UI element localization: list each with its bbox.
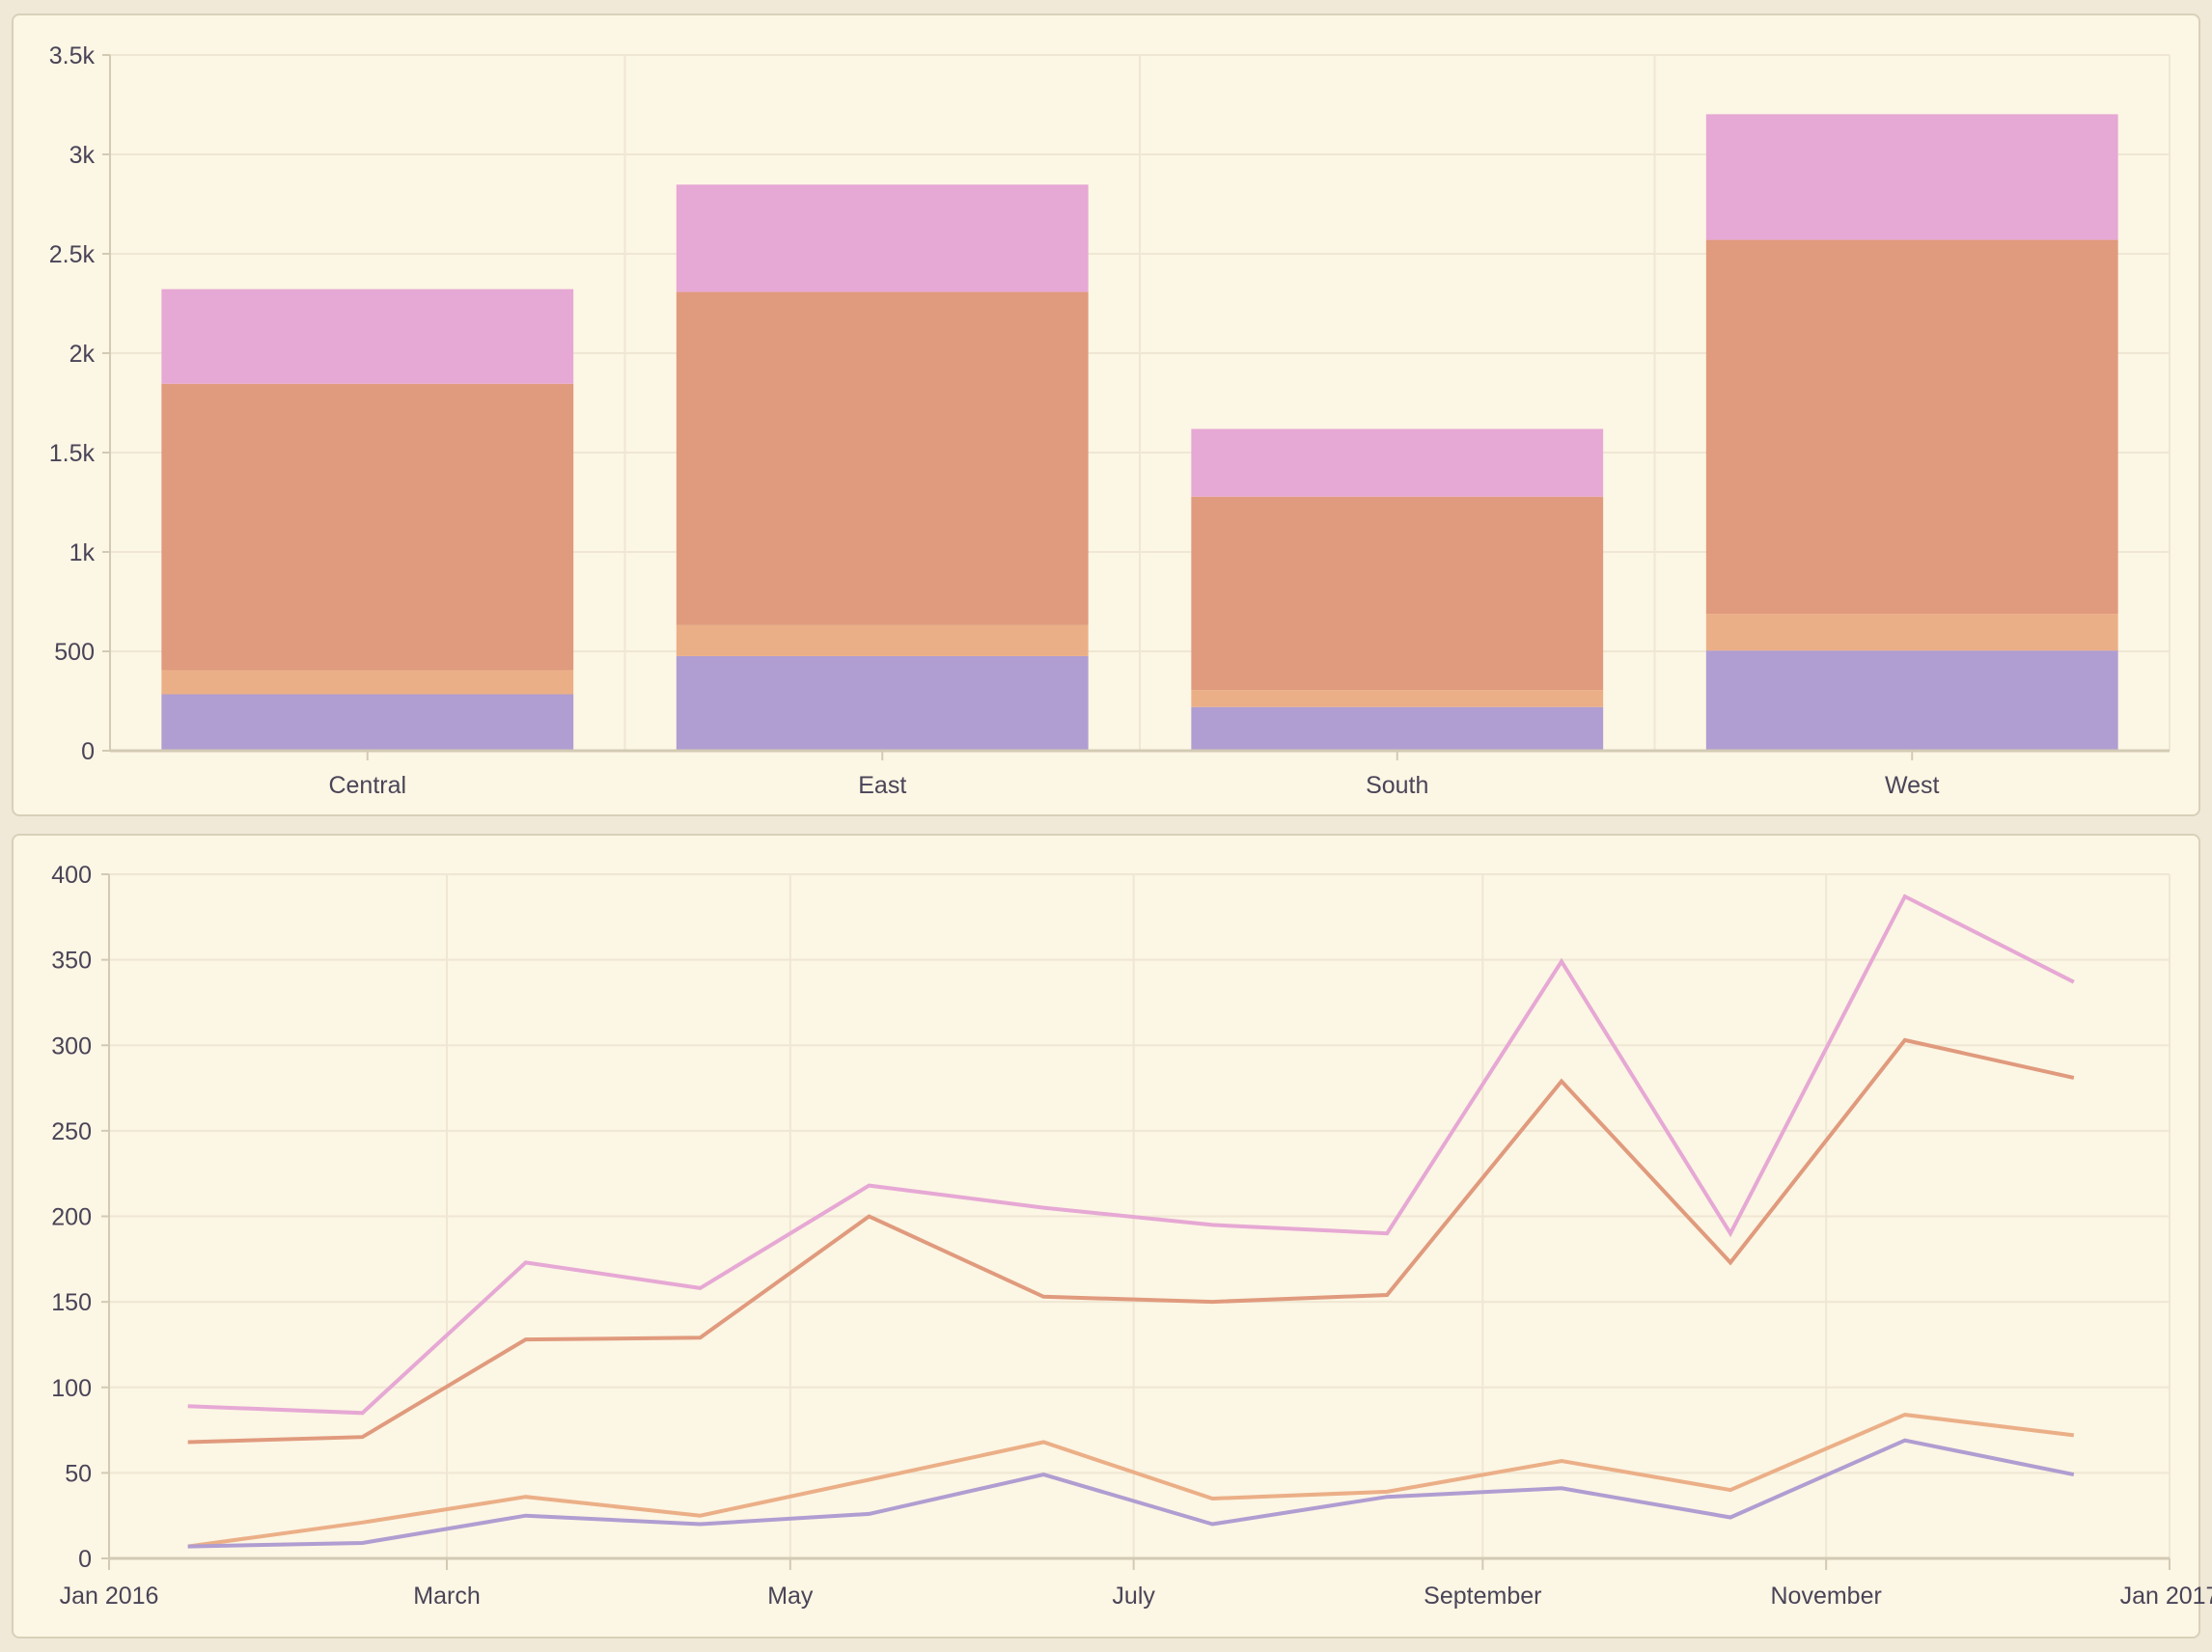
y-tick-label: 2k	[69, 341, 96, 368]
y-tick-label: 300	[51, 1032, 92, 1060]
bar-segment	[161, 383, 574, 671]
x-tick-label: South	[1366, 772, 1428, 799]
y-tick-label: 1k	[69, 539, 96, 566]
x-tick-label: November	[1771, 1583, 1882, 1610]
bar-segment	[676, 291, 1089, 625]
x-tick-label: July	[1112, 1583, 1155, 1610]
x-tick-label: Jan 2017	[2120, 1583, 2212, 1610]
bar-segment	[676, 655, 1089, 751]
x-tick-label: Jan 2016	[60, 1583, 159, 1610]
x-tick-label: Central	[328, 772, 406, 799]
bar-segment	[161, 670, 574, 695]
series-line	[187, 894, 2075, 1416]
y-tick-label: 400	[51, 862, 92, 889]
bar-segment	[676, 184, 1089, 292]
x-tick-label: West	[1885, 772, 1940, 799]
series-line	[187, 1413, 2075, 1549]
x-tick-label: September	[1424, 1583, 1541, 1610]
series-line	[187, 1438, 2075, 1549]
x-tick-label: May	[767, 1583, 814, 1610]
bar-segment	[1191, 690, 1604, 707]
y-tick-label: 200	[51, 1204, 92, 1231]
y-tick-label: 250	[51, 1118, 92, 1145]
y-tick-label: 0	[81, 738, 95, 765]
y-tick-label: 2.5k	[49, 241, 96, 268]
y-tick-label: 350	[51, 948, 92, 975]
bar-segment	[1191, 706, 1604, 751]
bar-segment	[1191, 496, 1604, 691]
y-tick-label: 150	[51, 1289, 92, 1316]
bar-segment	[1705, 239, 2118, 615]
series-line	[187, 1037, 2075, 1445]
bar-segment	[676, 624, 1089, 656]
x-tick-label: March	[413, 1583, 480, 1610]
y-tick-label: 3k	[69, 142, 96, 169]
y-tick-label: 3.5k	[49, 42, 96, 69]
bar-segment	[1705, 650, 2118, 751]
bar-segment	[161, 289, 574, 384]
bar-segment	[1705, 614, 2118, 651]
y-tick-label: 0	[78, 1546, 92, 1573]
line-chart-card	[12, 834, 2200, 1638]
y-tick-label: 1.5k	[49, 440, 96, 467]
bar-segment	[1191, 428, 1604, 497]
bar-segment	[161, 694, 574, 751]
y-tick-label: 100	[51, 1375, 92, 1402]
y-tick-label: 500	[54, 639, 95, 666]
x-tick-label: East	[858, 772, 906, 799]
y-tick-label: 50	[65, 1460, 92, 1487]
bar-segment	[1705, 114, 2118, 240]
